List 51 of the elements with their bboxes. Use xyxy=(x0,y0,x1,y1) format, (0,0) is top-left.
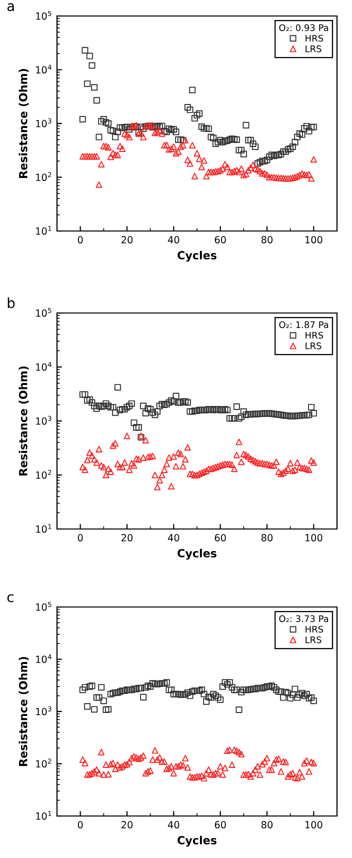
y-tick-label: 10$^{3}$ xyxy=(36,706,52,716)
y-tick-label: 10$^{5}$ xyxy=(36,602,52,611)
x-tick-label: 20 xyxy=(122,821,133,828)
legend-label: LRS xyxy=(306,342,322,350)
legend-label: HRS xyxy=(306,626,324,633)
y-axis-title: Resistance (Ohm) xyxy=(18,366,29,476)
x-tick-label: 40 xyxy=(168,821,180,828)
y-tick-label: 10$^{5}$ xyxy=(36,10,52,20)
x-tick-label: 20 xyxy=(122,534,133,542)
x-tick-label: 60 xyxy=(214,534,226,542)
legend-label: HRS xyxy=(306,332,324,339)
legend-title: O₂: 3.73 Pa xyxy=(279,615,328,622)
y-axis-title: Resistance (Ohm) xyxy=(18,656,29,766)
x-tick-label: 100 xyxy=(305,534,322,542)
legend-title: O₂: 1.87 Pa xyxy=(279,321,328,328)
x-tick-label: 40 xyxy=(168,534,180,542)
chart-title: c xyxy=(7,594,14,602)
x-tick-label: 0 xyxy=(78,821,83,828)
y-tick-label: 10$^{2}$ xyxy=(36,470,52,479)
x-axis-title: Cycles xyxy=(178,250,216,262)
legend-label: HRS xyxy=(306,34,324,42)
y-tick-label: 10$^{1}$ xyxy=(36,810,52,820)
x-tick-label: 100 xyxy=(305,821,322,828)
x-tick-label: 60 xyxy=(214,821,226,828)
y-tick-label: 10$^{4}$ xyxy=(36,362,52,371)
x-axis-title: Cycles xyxy=(178,836,216,847)
x-axis-title: Cycles xyxy=(178,548,216,560)
y-tick-label: 10$^{4}$ xyxy=(36,654,52,664)
y-tick-label: 10$^{3}$ xyxy=(36,416,52,425)
x-tick-label: 0 xyxy=(78,534,83,542)
x-tick-label: 80 xyxy=(261,821,273,828)
x-tick-label: 100 xyxy=(305,236,322,244)
y-tick-label: 10$^{1}$ xyxy=(36,226,52,235)
y-axis-title: Resistance (Ohm) xyxy=(18,68,29,178)
y-tick-label: 10$^{1}$ xyxy=(36,524,52,533)
x-tick-label: 0 xyxy=(78,236,83,244)
x-tick-label: 20 xyxy=(122,236,133,244)
y-tick-label: 10$^{5}$ xyxy=(36,308,52,317)
y-tick-label: 10$^{4}$ xyxy=(36,64,52,74)
x-tick-label: 80 xyxy=(261,236,273,244)
x-tick-label: 60 xyxy=(214,236,226,244)
legend-title: O₂: 0.93 Pa xyxy=(279,24,328,32)
x-tick-label: 80 xyxy=(261,534,273,542)
x-tick-label: 40 xyxy=(168,236,180,244)
y-tick-label: 10$^{3}$ xyxy=(36,118,52,128)
legend-label: LRS xyxy=(306,636,322,644)
y-tick-label: 10$^{2}$ xyxy=(36,758,52,768)
chart-title: a xyxy=(7,3,14,12)
legend-label: LRS xyxy=(306,45,322,52)
chart-title: b xyxy=(8,297,15,308)
y-tick-label: 10$^{2}$ xyxy=(36,172,52,182)
